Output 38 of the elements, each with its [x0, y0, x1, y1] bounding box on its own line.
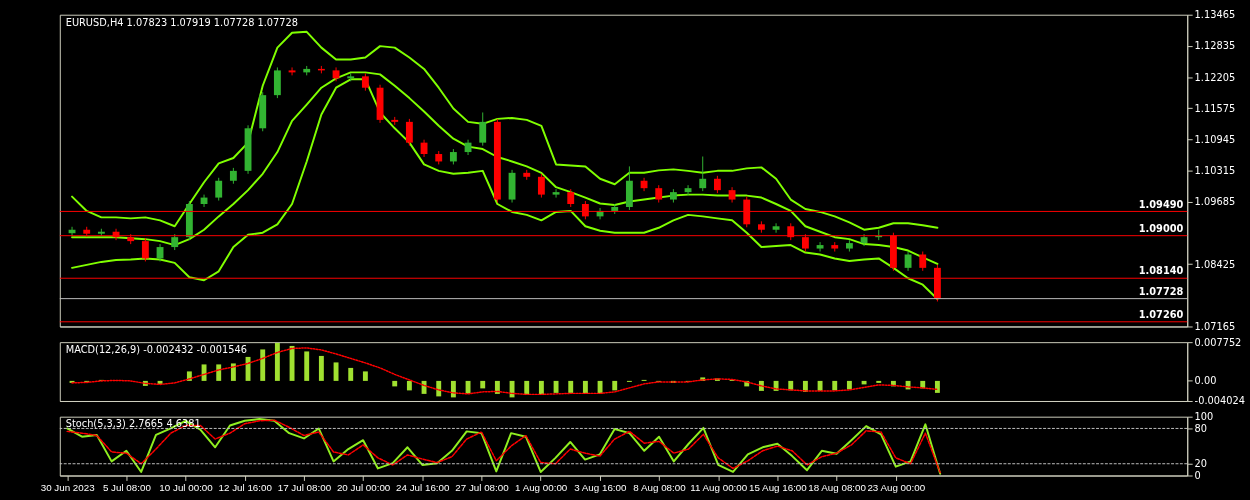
x-tick-label: 11 Aug 00:00: [690, 481, 748, 493]
x-tick-label: 10 Jul 00:00: [159, 481, 214, 493]
x-tick-label: 27 Jul 08:00: [455, 481, 510, 493]
y-tick-label: 0.007752: [1194, 336, 1242, 348]
chart-title: EURUSD,H4 1.07823 1.07919 1.07728 1.07728: [65, 16, 299, 28]
chart-title: MACD(12,26,9) -0.002432 -0.001546: [65, 343, 247, 355]
x-tick-label: 15 Aug 16:00: [749, 481, 808, 493]
x-tick-label: 23 Aug 00:00: [867, 481, 926, 493]
y-tick-label: -0.004024: [1194, 395, 1245, 407]
y-tick-label: 1.10315: [1194, 165, 1236, 177]
y-tick-label: 1.11575: [1194, 102, 1236, 114]
x-tick-label: 3 Aug 16:00: [574, 481, 628, 493]
y-tick-label: 1.07165: [1194, 320, 1236, 332]
ref-line-label: 1.07260: [1138, 308, 1184, 320]
y-tick-label: 0: [1194, 469, 1201, 481]
x-tick-label: 17 Jul 08:00: [277, 481, 332, 493]
y-tick-label: 0.00: [1194, 375, 1217, 387]
y-tick-label: 1.12835: [1194, 40, 1236, 52]
ref-line-label: 1.09490: [1138, 198, 1184, 210]
y-tick-label: 1.13465: [1194, 9, 1236, 21]
y-tick-label: 100: [1194, 411, 1214, 423]
x-tick-label: 24 Jul 16:00: [396, 481, 451, 493]
x-tick-label: 12 Jul 16:00: [218, 481, 273, 493]
y-tick-label: 20: [1194, 458, 1208, 470]
x-tick-label: 20 Jul 00:00: [336, 481, 391, 493]
x-tick-label: 30 Jun 2023: [40, 481, 96, 493]
x-tick-label: 5 Jul 08:00: [102, 481, 152, 493]
y-tick-label: 1.12205: [1194, 71, 1236, 83]
x-tick-label: 18 Aug 08:00: [808, 481, 867, 493]
y-tick-label: 1.08425: [1194, 258, 1236, 270]
ref-line-label: 1.08140: [1138, 265, 1184, 277]
y-tick-label: 80: [1194, 422, 1208, 434]
ref-line-label: 1.09000: [1138, 222, 1184, 234]
x-tick-label: 8 Aug 08:00: [633, 481, 687, 493]
x-tick-label: 1 Aug 00:00: [515, 481, 568, 493]
y-tick-label: 1.09685: [1194, 196, 1236, 208]
ref-line-label: 1.07728: [1138, 285, 1184, 297]
y-tick-label: 1.10945: [1194, 133, 1236, 145]
